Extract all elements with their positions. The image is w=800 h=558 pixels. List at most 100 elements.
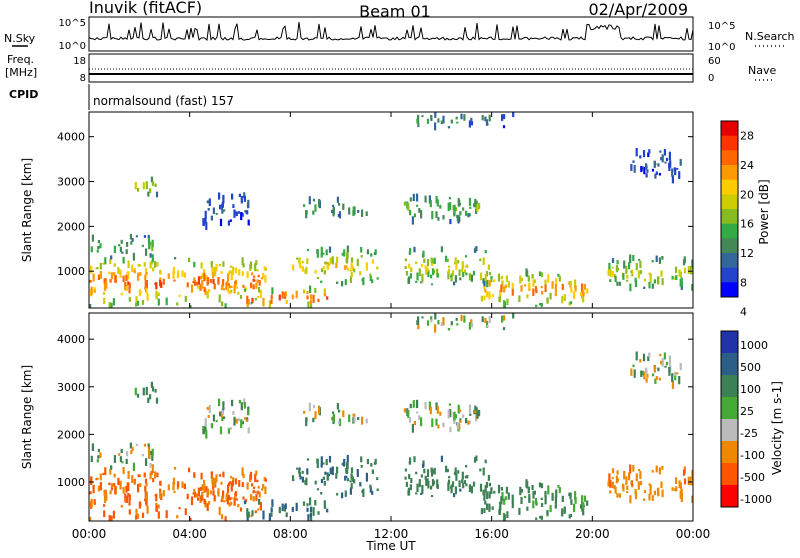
power-cell (483, 286, 486, 289)
velocity-cell (337, 421, 340, 425)
power-cell (296, 257, 299, 260)
power-cell (253, 275, 256, 278)
power-cell (558, 275, 561, 282)
velocity-cell (329, 467, 332, 475)
power-cell (459, 213, 462, 216)
velocity-cell (149, 472, 152, 480)
velocity-cell (691, 495, 693, 503)
velocity-cell (210, 471, 213, 479)
velocity-cell (409, 457, 412, 464)
velocity-cell (195, 493, 199, 498)
velocity-cell (665, 361, 669, 366)
power-cell (227, 271, 231, 276)
power-cell (485, 270, 489, 277)
power-cell (251, 272, 254, 276)
velocity-cell (131, 446, 134, 451)
velocity-cell (410, 478, 413, 483)
power-cell (254, 297, 257, 301)
velocity-cell (569, 492, 572, 498)
power-cell (317, 298, 320, 303)
power-cell (202, 221, 205, 227)
velocity-cell (213, 477, 216, 487)
velocity-cell (449, 426, 452, 433)
power-cell (112, 298, 115, 306)
velocity-cell (418, 479, 421, 488)
velocity-cell (470, 319, 473, 323)
power-cell (362, 277, 365, 286)
velocity-cell (90, 477, 93, 484)
velocity-cell (92, 484, 95, 494)
velocity-cell (691, 469, 693, 479)
power-cell (109, 258, 112, 265)
power-cell (479, 258, 482, 262)
power-cell (257, 274, 260, 278)
velocity-cell (582, 502, 585, 510)
velocity-cell (482, 467, 485, 476)
velocity-cell (208, 501, 211, 505)
power-cell (518, 295, 521, 303)
power-cell (119, 269, 122, 278)
velocity-cell (431, 469, 434, 474)
velocity-cell (301, 476, 304, 483)
power-cell (238, 269, 241, 276)
velocity-cell (99, 473, 102, 481)
velocity-cell (651, 495, 654, 501)
velocity-cell (305, 417, 308, 427)
power-cell (416, 193, 419, 202)
power-cell (660, 157, 663, 161)
power-cell (327, 263, 331, 266)
velocity-cell (431, 418, 434, 428)
power-cell (320, 246, 323, 256)
velocity-cell (411, 423, 414, 433)
velocity-cell (409, 417, 412, 423)
power-colorbar-tick: 8 (740, 276, 747, 289)
power-cell (96, 267, 99, 270)
power-cell (208, 198, 211, 207)
power-cell (232, 204, 235, 208)
velocity-cell (416, 320, 419, 325)
velocity-cell (307, 514, 310, 521)
velocity-cell (210, 423, 213, 429)
power-cell (177, 270, 180, 277)
power-cell (165, 297, 168, 306)
velocity-cell (255, 494, 258, 501)
power-cell (499, 289, 502, 298)
power-cell (520, 285, 523, 292)
power-cell (97, 274, 100, 280)
velocity-cell (309, 512, 312, 518)
velocity-cell (204, 424, 207, 432)
power-cell (262, 272, 265, 278)
velocity-cell (302, 501, 306, 506)
power-cell (671, 175, 674, 184)
velocity-cell (661, 358, 664, 367)
power-cell (215, 263, 218, 272)
power-cell (222, 194, 225, 204)
power-cell (135, 296, 138, 303)
velocity-cell (128, 496, 131, 506)
power-cell (563, 294, 566, 300)
power-cell (234, 267, 237, 274)
power-cell (234, 283, 237, 288)
velocity-cell (217, 488, 220, 497)
velocity-cell (629, 464, 632, 474)
power-cell (426, 259, 430, 267)
power-cell (222, 279, 225, 287)
velocity-cell (512, 313, 515, 319)
power-cell (173, 279, 176, 282)
velocity-cell (237, 418, 240, 422)
velocity-cell (208, 404, 211, 414)
power-cell (407, 203, 410, 211)
power-cell (212, 273, 215, 279)
velocity-cell (632, 364, 635, 368)
velocity-cell (486, 503, 489, 510)
velocity-cell (639, 359, 642, 363)
velocity-cell (301, 470, 304, 474)
power-cell (424, 195, 427, 203)
velocity-cell (450, 484, 453, 494)
power-cell (127, 271, 130, 280)
power-cell (676, 167, 679, 170)
power-cell (346, 256, 349, 264)
velocity-cell (261, 488, 264, 491)
power-cell (120, 292, 123, 296)
power-cell (468, 120, 471, 128)
